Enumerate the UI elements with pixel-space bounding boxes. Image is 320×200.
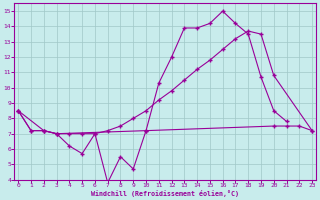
X-axis label: Windchill (Refroidissement éolien,°C): Windchill (Refroidissement éolien,°C) bbox=[91, 190, 239, 197]
